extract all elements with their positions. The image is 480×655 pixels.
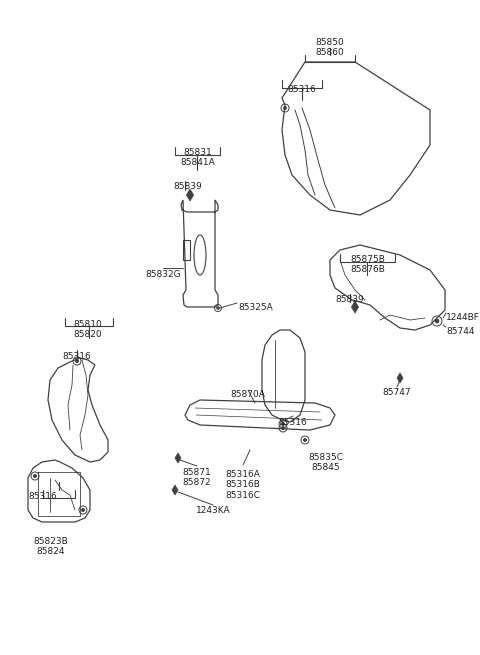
Circle shape [282, 426, 284, 430]
Text: 85316: 85316 [278, 418, 307, 427]
Text: 85316A
85316B
85316C: 85316A 85316B 85316C [226, 470, 261, 500]
Polygon shape [172, 485, 178, 495]
Text: 85839: 85839 [174, 182, 203, 191]
Text: 85832G: 85832G [145, 270, 181, 279]
Circle shape [217, 307, 219, 309]
Text: 85810
85820: 85810 85820 [73, 320, 102, 339]
Circle shape [82, 508, 84, 512]
Circle shape [304, 439, 306, 441]
Polygon shape [397, 373, 403, 383]
Text: 85831
85841A: 85831 85841A [180, 148, 216, 168]
Text: 85875B
85876B: 85875B 85876B [350, 255, 385, 274]
Text: 85747: 85747 [383, 388, 411, 397]
Circle shape [282, 422, 284, 425]
Text: 85316: 85316 [29, 492, 58, 501]
Text: 85325A: 85325A [238, 303, 273, 312]
Circle shape [75, 360, 78, 362]
Text: 1244BF: 1244BF [446, 313, 480, 322]
Text: 85850
85860: 85850 85860 [316, 38, 344, 58]
Text: 85823B
85824: 85823B 85824 [34, 537, 68, 556]
Circle shape [435, 319, 439, 323]
Text: 85316: 85316 [288, 85, 316, 94]
Text: 1243KA: 1243KA [196, 506, 230, 515]
Polygon shape [175, 453, 181, 463]
Circle shape [34, 475, 36, 477]
Text: 85839: 85839 [336, 295, 364, 304]
Text: 85316: 85316 [62, 352, 91, 361]
Text: 85744: 85744 [446, 327, 475, 336]
Text: 85871
85872: 85871 85872 [182, 468, 211, 487]
Circle shape [284, 107, 287, 109]
Text: 85835C
85845: 85835C 85845 [309, 453, 344, 472]
Polygon shape [351, 301, 359, 313]
Text: 85870A: 85870A [230, 390, 265, 399]
Polygon shape [186, 189, 193, 201]
